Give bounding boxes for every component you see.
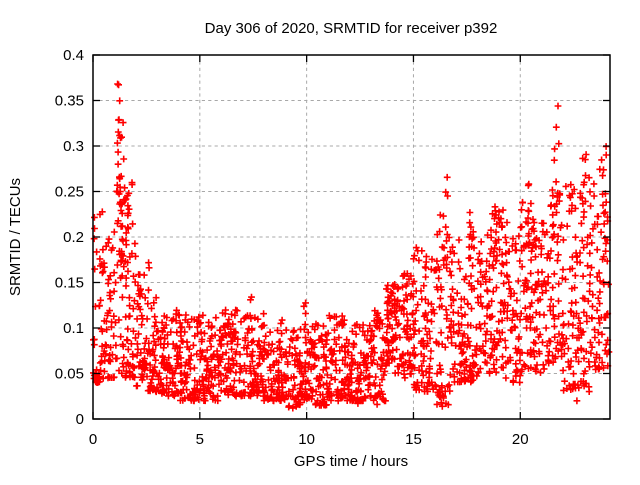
- data-points-layer: [90, 80, 613, 412]
- x-tick-label: 10: [298, 431, 315, 448]
- y-tick-label: 0.25: [55, 184, 84, 201]
- y-tick-label: 0.2: [63, 229, 84, 246]
- y-tick-label: 0.05: [55, 366, 84, 383]
- y-tick-label: 0.4: [63, 47, 84, 64]
- x-axis-label: GPS time / hours: [294, 453, 408, 470]
- scatter-points-plus-markers: [90, 80, 613, 412]
- y-axis-label: SRMTID / TECUs: [7, 178, 24, 296]
- plot-border: [92, 54, 611, 420]
- y-tick-label: 0: [76, 411, 84, 428]
- tick-labels-layer: 0 5 10 15 20 0 0.05 0.1 0.15 0.2 0.25 0.3 0.35 0.4: [55, 47, 529, 448]
- x-tick-label: 15: [405, 431, 422, 448]
- x-tick-label: 5: [196, 431, 204, 448]
- y-tick-label: 0.1: [63, 320, 84, 337]
- x-tick-label: 20: [512, 431, 529, 448]
- chart-title: Day 306 of 2020, SRMTID for receiver p39…: [205, 20, 498, 37]
- y-tick-label: 0.35: [55, 93, 84, 110]
- y-tick-label: 0.3: [63, 138, 84, 155]
- y-tick-label: 0.15: [55, 275, 84, 292]
- x-tick-label: 0: [89, 431, 97, 448]
